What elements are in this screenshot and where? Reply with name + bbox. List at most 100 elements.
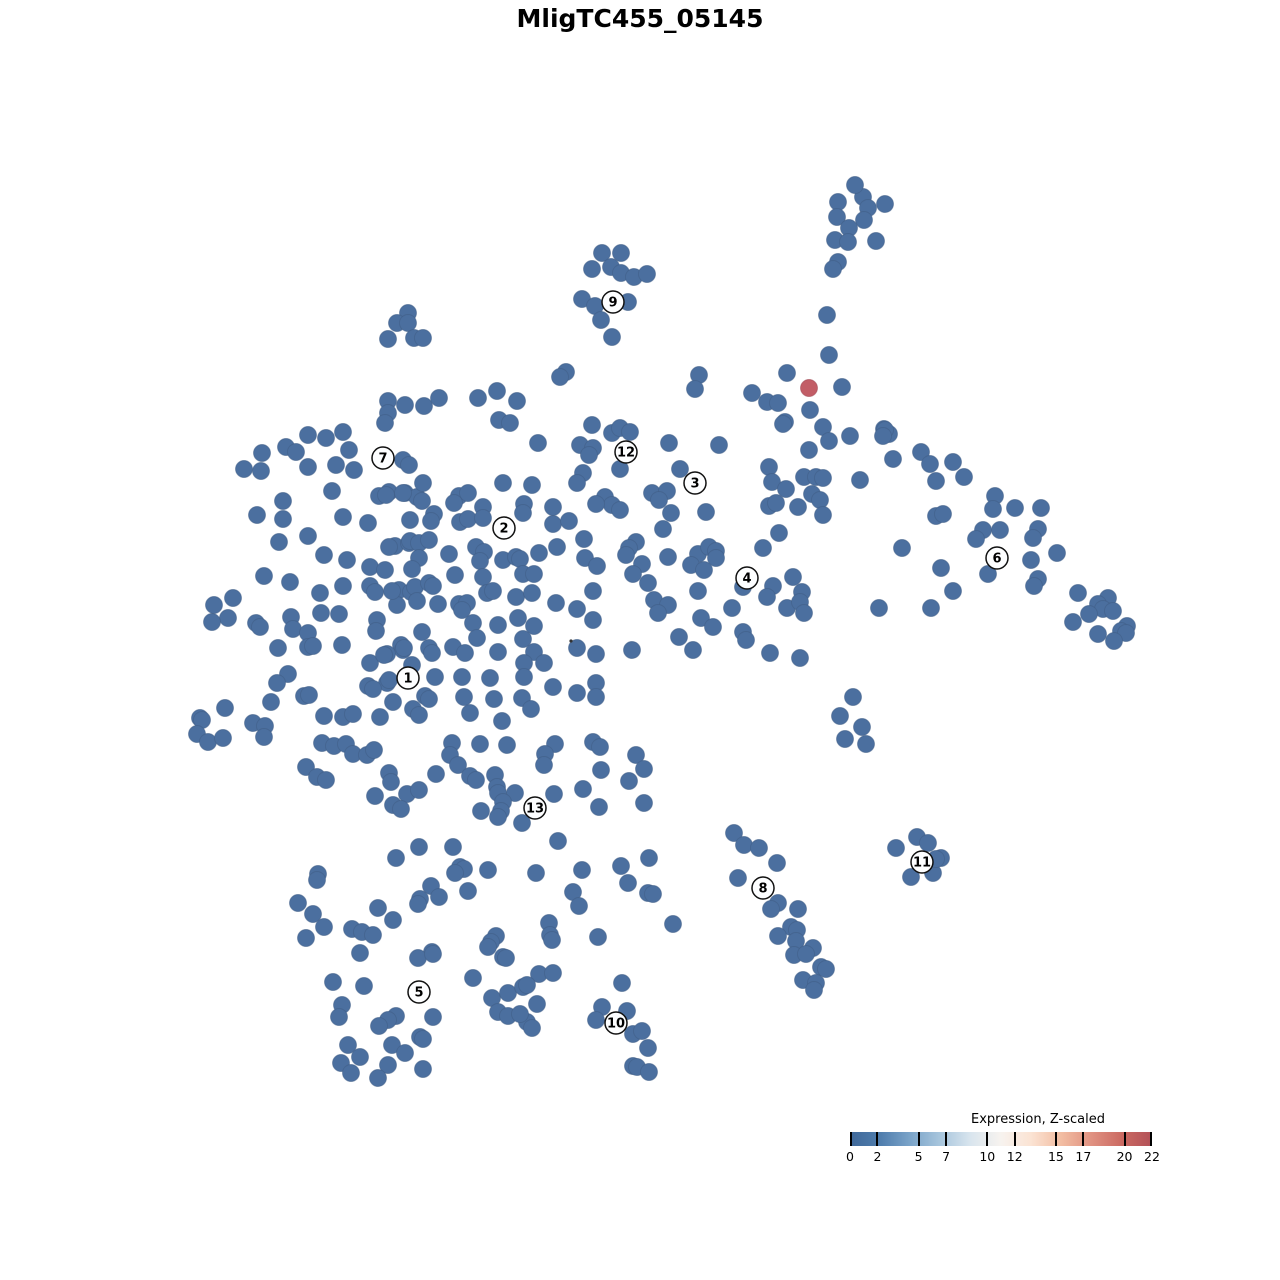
cluster-label-number: 1 — [403, 672, 412, 687]
colorbar-tick-label: 17 — [1075, 1149, 1092, 1164]
data-point — [339, 1036, 357, 1054]
data-point — [445, 494, 463, 512]
data-point — [544, 515, 562, 533]
data-point — [364, 680, 382, 698]
cluster-label-circle — [371, 446, 395, 470]
data-point — [334, 508, 352, 526]
data-point — [624, 565, 642, 583]
data-point — [342, 1064, 360, 1082]
data-point — [333, 636, 351, 654]
data-point — [327, 456, 345, 474]
data-point — [844, 688, 862, 706]
data-point — [921, 455, 939, 473]
data-point — [323, 482, 341, 500]
data-point — [355, 977, 373, 995]
data-point — [410, 781, 428, 799]
data-point — [612, 244, 630, 262]
colorbar-tick — [1013, 1132, 1016, 1146]
data-point — [330, 1008, 348, 1026]
cluster-label-circle — [492, 516, 516, 540]
data-point — [235, 460, 253, 478]
data-point — [299, 426, 317, 444]
cluster-label-circle — [407, 980, 431, 1004]
data-point — [754, 539, 772, 557]
data-point — [664, 915, 682, 933]
cluster-label-11: 11 — [910, 850, 934, 874]
data-point — [304, 637, 322, 655]
data-point — [671, 460, 689, 478]
data-point — [396, 396, 414, 414]
data-point — [833, 378, 851, 396]
data-point — [383, 1036, 401, 1054]
data-point — [453, 601, 471, 619]
data-point — [588, 557, 606, 575]
data-point — [498, 736, 516, 754]
data-point — [568, 474, 586, 492]
cluster-label-circle — [683, 471, 707, 495]
data-point — [912, 443, 930, 461]
data-point — [548, 538, 566, 556]
data-point — [1089, 625, 1107, 643]
data-point — [613, 974, 631, 992]
cluster-label-circle — [396, 666, 420, 690]
data-point — [484, 582, 502, 600]
cluster-label-number: 13 — [526, 802, 544, 817]
data-point — [410, 838, 428, 856]
data-point — [800, 441, 818, 459]
data-point — [1024, 529, 1042, 547]
data-point — [379, 1056, 397, 1074]
colorbar-tick-label: 20 — [1116, 1149, 1133, 1164]
data-point — [508, 392, 526, 410]
colorbar-tick-label: 0 — [846, 1149, 854, 1164]
colorbar-tick-label: 22 — [1144, 1149, 1160, 1164]
data-point — [814, 469, 832, 487]
data-point — [568, 684, 586, 702]
cluster-label-number: 11 — [913, 856, 931, 871]
cluster-label-number: 5 — [414, 986, 423, 1001]
data-point — [692, 609, 710, 627]
cluster-label-number: 7 — [378, 452, 387, 467]
data-point — [544, 964, 562, 982]
data-point — [395, 639, 413, 657]
data-point — [518, 976, 536, 994]
data-point — [376, 414, 394, 432]
cluster-label-5: 5 — [407, 980, 431, 1004]
data-point — [479, 861, 497, 879]
data-point — [338, 551, 356, 569]
data-point — [659, 548, 677, 566]
data-point — [529, 434, 547, 452]
cluster-label-circle — [523, 796, 547, 820]
data-point — [547, 594, 565, 612]
data-point — [704, 618, 722, 636]
data-point — [513, 814, 531, 832]
cluster-label-number: 3 — [690, 477, 699, 492]
data-point — [857, 735, 875, 753]
data-point — [535, 654, 553, 672]
data-point — [737, 631, 755, 649]
data-point — [299, 458, 317, 476]
data-point — [820, 346, 838, 364]
data-point — [583, 260, 601, 278]
data-point — [789, 498, 807, 516]
cluster-label-number: 8 — [758, 882, 767, 897]
data-point — [255, 728, 273, 746]
data-point — [488, 382, 506, 400]
data-point — [639, 574, 657, 592]
data-point — [523, 1019, 541, 1037]
data-point — [611, 501, 629, 519]
data-point — [580, 446, 598, 464]
data-point — [817, 960, 835, 978]
data-point — [345, 461, 363, 479]
data-point — [469, 389, 487, 407]
data-point — [944, 453, 962, 471]
data-point — [499, 984, 517, 1002]
data-point — [511, 550, 529, 568]
data-point — [429, 595, 447, 613]
colorbar-tick — [876, 1132, 879, 1146]
tiny-data-point — [569, 639, 573, 643]
data-point — [515, 668, 533, 686]
data-point — [620, 772, 638, 790]
data-point — [649, 604, 667, 622]
data-point — [274, 492, 292, 510]
data-point — [449, 756, 467, 774]
